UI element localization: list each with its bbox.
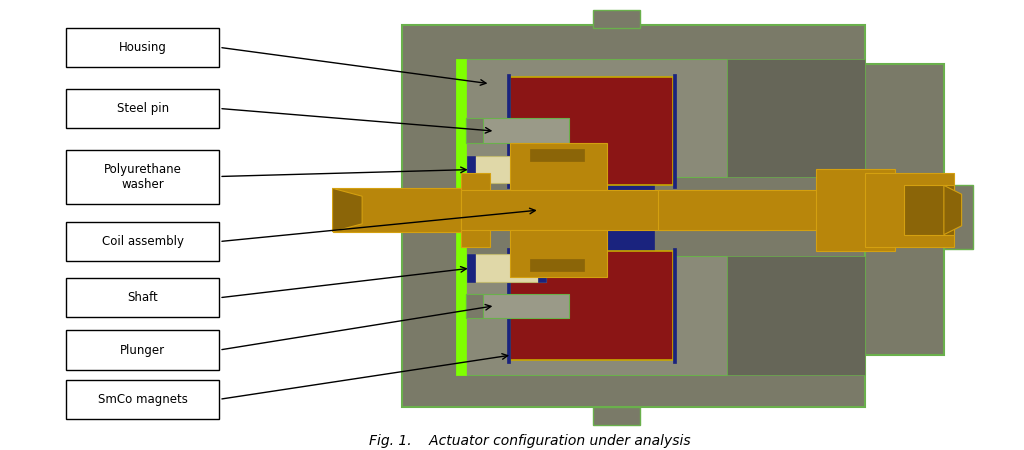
Bar [466, 118, 483, 143]
Bar [456, 59, 466, 375]
Text: SmCo magnets: SmCo magnets [98, 393, 187, 406]
Bar [466, 294, 483, 319]
Bar [67, 89, 219, 128]
Bar [538, 254, 546, 282]
Bar [333, 189, 461, 232]
Bar [727, 256, 865, 375]
Bar [606, 77, 654, 355]
Bar [466, 118, 569, 143]
Bar [467, 156, 546, 184]
Bar [67, 330, 219, 370]
Bar [67, 380, 219, 419]
Bar [456, 256, 727, 375]
Bar [529, 259, 584, 271]
Polygon shape [944, 185, 962, 234]
Bar [510, 252, 673, 360]
Bar [467, 156, 474, 184]
Polygon shape [333, 189, 362, 232]
Bar [816, 169, 895, 252]
Bar [467, 254, 474, 282]
Bar [538, 156, 546, 184]
Bar [510, 143, 606, 190]
Bar [467, 254, 546, 282]
Bar [673, 74, 676, 189]
Text: Polyurethane
washer: Polyurethane washer [103, 163, 181, 191]
Bar [67, 27, 219, 67]
Bar [593, 407, 640, 425]
Bar [727, 59, 865, 177]
Bar [67, 150, 219, 204]
Text: Coil assembly: Coil assembly [101, 235, 183, 248]
Text: Plunger: Plunger [120, 343, 165, 356]
Bar [67, 222, 219, 261]
Text: Steel pin: Steel pin [117, 102, 169, 115]
Bar [507, 74, 510, 189]
Bar [593, 10, 640, 27]
Text: Fig. 1.    Actuator configuration under analysis: Fig. 1. Actuator configuration under ana… [369, 434, 690, 448]
Bar [461, 172, 490, 248]
Bar [529, 149, 584, 161]
Text: Shaft: Shaft [127, 291, 158, 304]
Bar [865, 172, 953, 248]
Bar [461, 190, 766, 230]
Bar [865, 64, 944, 355]
Bar [466, 294, 569, 319]
Bar [456, 59, 727, 177]
Bar [944, 185, 974, 249]
Bar [673, 248, 676, 363]
Bar [904, 185, 953, 234]
Bar [658, 190, 865, 230]
Bar [507, 248, 510, 363]
Text: Housing: Housing [119, 41, 167, 54]
Bar [401, 25, 865, 407]
Bar [510, 230, 606, 277]
Bar [510, 77, 673, 185]
Bar [67, 278, 219, 318]
